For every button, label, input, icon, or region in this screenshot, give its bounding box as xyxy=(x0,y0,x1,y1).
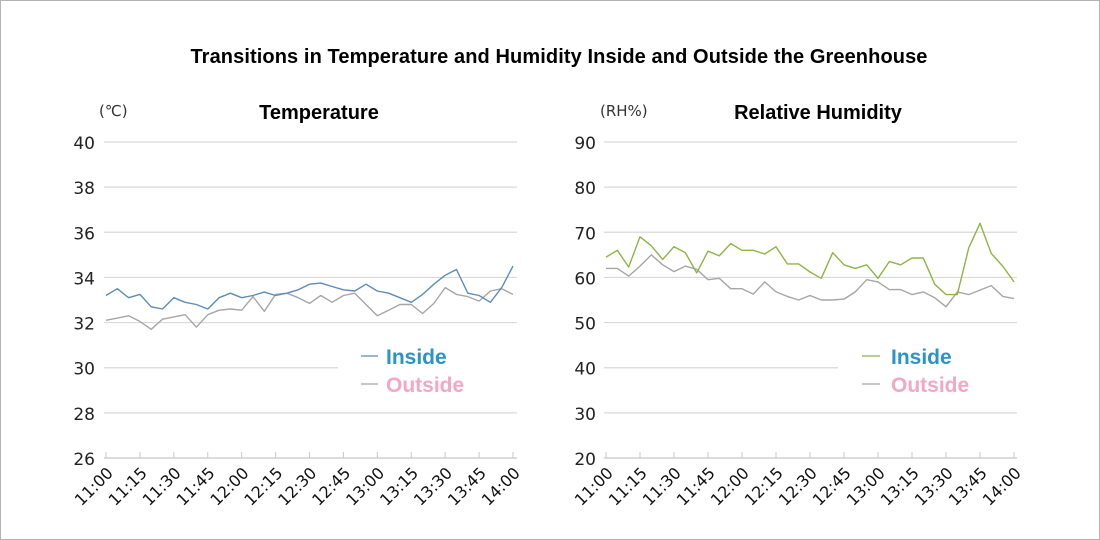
temperature-chart-title: Temperature xyxy=(259,102,379,124)
y-tick-label: 40 xyxy=(574,360,596,380)
series-line-inside xyxy=(605,222,1015,296)
x-tick-label: 13:00 xyxy=(843,463,889,509)
series-line-inside xyxy=(105,265,514,310)
humidity-unit-label: (RH%) xyxy=(600,102,648,120)
humidity-chart-title: Relative Humidity xyxy=(734,102,903,124)
series-line-outside xyxy=(105,286,514,330)
temperature-gridlines xyxy=(104,141,517,414)
legend-inside-label: Inside xyxy=(386,346,447,369)
temperature-series xyxy=(105,265,514,330)
x-tick-label: 13:15 xyxy=(877,463,923,509)
legend-outside-label: Outside xyxy=(386,374,464,397)
humidity-x-axis: 11:0011:1511:3011:4512:0012:1512:3012:45… xyxy=(571,452,1025,509)
figure-title: Transitions in Temperature and Humidity … xyxy=(190,46,928,68)
temperature-legend: Inside Outside xyxy=(361,346,464,397)
y-tick-label: 50 xyxy=(574,315,596,335)
humidity-gridlines xyxy=(604,141,1017,414)
y-tick-label: 20 xyxy=(574,450,596,470)
x-tick-label: 12:45 xyxy=(809,463,855,509)
y-tick-label: 60 xyxy=(574,269,596,289)
x-tick-label: 13:45 xyxy=(945,463,991,509)
y-tick-label: 80 xyxy=(574,179,596,199)
y-tick-label: 28 xyxy=(73,405,95,425)
y-tick-label: 30 xyxy=(73,360,95,380)
y-tick-label: 38 xyxy=(73,179,95,199)
y-tick-label: 32 xyxy=(73,315,95,335)
x-tick-label: 13:30 xyxy=(911,463,957,509)
y-tick-label: 90 xyxy=(574,134,596,154)
y-tick-label: 26 xyxy=(73,450,95,470)
x-tick-label: 14:00 xyxy=(478,463,524,509)
y-tick-label: 70 xyxy=(574,224,596,244)
x-tick-label: 11:00 xyxy=(571,463,617,509)
y-tick-label: 34 xyxy=(73,269,95,289)
humidity-chart: (RH%) Relative Humidity 90 80 70 60 50 40 30 20… xyxy=(571,102,1025,509)
humidity-legend: Inside Outside xyxy=(862,346,969,397)
temperature-x-axis: 11:0011:1511:3011:4512:0012:1512:3012:45… xyxy=(71,452,524,509)
humidity-y-axis: 90 80 70 60 50 40 30 20 xyxy=(574,134,596,470)
x-tick-label: 11:30 xyxy=(639,463,685,509)
series-line-outside xyxy=(606,254,1015,308)
x-tick-label: 12:15 xyxy=(741,463,787,509)
humidity-series xyxy=(605,222,1015,308)
y-tick-label: 36 xyxy=(73,224,95,244)
x-tick-label: 12:00 xyxy=(707,463,753,509)
legend-inside-label: Inside xyxy=(891,346,952,369)
x-tick-label: 14:00 xyxy=(979,463,1025,509)
legend-outside-label: Outside xyxy=(891,374,969,397)
x-tick-label: 12:30 xyxy=(775,463,821,509)
temperature-y-axis: 40 38 36 34 32 30 28 26 xyxy=(73,134,95,470)
y-tick-label: 40 xyxy=(73,134,95,154)
temperature-unit-label: (℃) xyxy=(99,102,128,120)
x-tick-label: 11:15 xyxy=(605,463,651,509)
x-tick-label: 11:45 xyxy=(673,463,719,509)
y-tick-label: 30 xyxy=(574,405,596,425)
temperature-chart: (℃) Temperature 40 38 36 34 32 30 28 26 11:0011… xyxy=(71,102,524,509)
